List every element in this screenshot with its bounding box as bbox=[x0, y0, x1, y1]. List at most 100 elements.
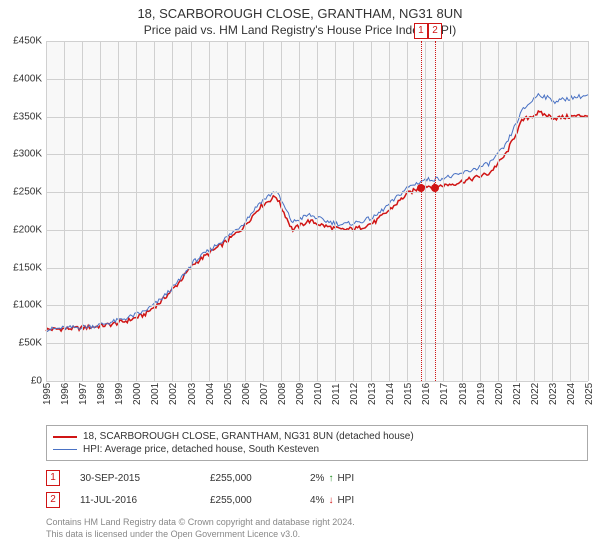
grid-line-v bbox=[534, 41, 535, 381]
y-axis-label: £100K bbox=[13, 300, 42, 311]
event-price: £255,000 bbox=[210, 495, 290, 506]
x-axis-label: 2008 bbox=[277, 383, 288, 405]
event-pct: 4% bbox=[310, 495, 324, 506]
grid-line-v bbox=[82, 41, 83, 381]
y-axis-label: £150K bbox=[13, 262, 42, 273]
footer-line: Contains HM Land Registry data © Crown c… bbox=[46, 517, 588, 529]
chart-plot-area: £0£50K£100K£150K£200K£250K£300K£350K£400… bbox=[46, 41, 588, 381]
y-axis-label: £0 bbox=[31, 376, 42, 387]
legend-swatch bbox=[53, 449, 77, 451]
event-vline bbox=[421, 41, 422, 381]
grid-line-v bbox=[498, 41, 499, 381]
grid-line-v bbox=[407, 41, 408, 381]
x-axis-label: 2004 bbox=[205, 383, 216, 405]
x-axis-label: 2003 bbox=[187, 383, 198, 405]
x-axis-label: 1998 bbox=[96, 383, 107, 405]
event-marker: 1 bbox=[414, 23, 428, 39]
legend-label: 18, SCARBOROUGH CLOSE, GRANTHAM, NG31 8U… bbox=[83, 431, 414, 442]
grid-line-v bbox=[425, 41, 426, 381]
event-pct: 2% bbox=[310, 473, 324, 484]
grid-line-v bbox=[516, 41, 517, 381]
event-price: £255,000 bbox=[210, 473, 290, 484]
x-axis-label: 2019 bbox=[476, 383, 487, 405]
event-dot bbox=[431, 184, 439, 192]
grid-line-v bbox=[588, 41, 589, 381]
events-table: 130-SEP-2015£255,0002%↑HPI211-JUL-2016£2… bbox=[46, 467, 588, 511]
x-axis-label: 1995 bbox=[42, 383, 53, 405]
grid-line-v bbox=[462, 41, 463, 381]
x-axis-label: 2010 bbox=[313, 383, 324, 405]
x-axis-label: 2023 bbox=[548, 383, 559, 405]
x-axis-label: 1997 bbox=[78, 383, 89, 405]
event-marker: 2 bbox=[428, 23, 442, 39]
legend-item: HPI: Average price, detached house, Sout… bbox=[53, 443, 581, 456]
x-axis-label: 2018 bbox=[458, 383, 469, 405]
x-axis-label: 2011 bbox=[331, 383, 342, 405]
grid-line-v bbox=[46, 41, 47, 381]
grid-line-v bbox=[154, 41, 155, 381]
x-axis-label: 2012 bbox=[349, 383, 360, 405]
grid-line-v bbox=[552, 41, 553, 381]
x-axis-label: 1996 bbox=[60, 383, 71, 405]
x-axis-label: 2014 bbox=[385, 383, 396, 405]
x-axis-label: 2005 bbox=[223, 383, 234, 405]
y-axis-label: £300K bbox=[13, 149, 42, 160]
grid-line-v bbox=[353, 41, 354, 381]
chart-subtitle: Price paid vs. HM Land Registry's House … bbox=[0, 21, 600, 41]
x-axis-label: 2001 bbox=[150, 383, 161, 405]
grid-line-v bbox=[191, 41, 192, 381]
legend-label: HPI: Average price, detached house, Sout… bbox=[83, 444, 319, 455]
y-axis-label: £250K bbox=[13, 187, 42, 198]
event-hpi-diff: 4% ↓ HPI bbox=[310, 495, 410, 506]
x-axis-label: 2021 bbox=[512, 383, 523, 405]
grid-line-v bbox=[172, 41, 173, 381]
grid-line-v bbox=[64, 41, 65, 381]
event-hpi-diff: 2% ↑ HPI bbox=[310, 473, 410, 484]
grid-line-v bbox=[317, 41, 318, 381]
event-date: 11-JUL-2016 bbox=[80, 495, 190, 506]
chart-title: 18, SCARBOROUGH CLOSE, GRANTHAM, NG31 8U… bbox=[0, 0, 600, 21]
event-vline bbox=[435, 41, 436, 381]
x-axis-label: 2016 bbox=[421, 383, 432, 405]
x-axis-label: 2017 bbox=[439, 383, 450, 405]
y-axis-label: £450K bbox=[13, 36, 42, 47]
event-date: 30-SEP-2015 bbox=[80, 473, 190, 484]
grid-line-v bbox=[371, 41, 372, 381]
footer-line: This data is licensed under the Open Gov… bbox=[46, 529, 588, 541]
x-axis-label: 2002 bbox=[168, 383, 179, 405]
grid-line-v bbox=[570, 41, 571, 381]
grid-line-v bbox=[335, 41, 336, 381]
grid-line-v bbox=[263, 41, 264, 381]
x-axis-label: 2015 bbox=[403, 383, 414, 405]
grid-line-v bbox=[118, 41, 119, 381]
x-axis-label: 2006 bbox=[241, 383, 252, 405]
legend: 18, SCARBOROUGH CLOSE, GRANTHAM, NG31 8U… bbox=[46, 425, 588, 461]
event-row: 2 11-JUL-2016 £255,000 4% ↓ HPI bbox=[46, 489, 588, 511]
x-axis-label: 1999 bbox=[114, 383, 125, 405]
grid-line-v bbox=[227, 41, 228, 381]
y-axis-label: £200K bbox=[13, 224, 42, 235]
event-number-badge: 2 bbox=[46, 492, 60, 508]
arrow-down-icon: ↓ bbox=[328, 495, 333, 506]
x-axis-label: 2000 bbox=[132, 383, 143, 405]
chart-container: 18, SCARBOROUGH CLOSE, GRANTHAM, NG31 8U… bbox=[0, 0, 600, 560]
y-axis-label: £350K bbox=[13, 111, 42, 122]
event-tag: HPI bbox=[337, 473, 354, 484]
legend-item: 18, SCARBOROUGH CLOSE, GRANTHAM, NG31 8U… bbox=[53, 430, 581, 443]
x-axis-label: 2009 bbox=[295, 383, 306, 405]
x-axis-label: 2007 bbox=[259, 383, 270, 405]
x-axis-label: 2024 bbox=[566, 383, 577, 405]
grid-line-v bbox=[443, 41, 444, 381]
x-axis-label: 2025 bbox=[584, 383, 595, 405]
event-row: 130-SEP-2015£255,0002%↑HPI bbox=[46, 467, 588, 489]
event-dot bbox=[417, 184, 425, 192]
grid-line-v bbox=[299, 41, 300, 381]
arrow-up-icon: ↑ bbox=[328, 473, 333, 484]
grid-line-v bbox=[136, 41, 137, 381]
x-axis-label: 2022 bbox=[530, 383, 541, 405]
grid-line-v bbox=[245, 41, 246, 381]
grid-line-v bbox=[480, 41, 481, 381]
grid-line-v bbox=[281, 41, 282, 381]
x-axis-label: 2020 bbox=[494, 383, 505, 405]
event-tag: HPI bbox=[337, 495, 354, 506]
